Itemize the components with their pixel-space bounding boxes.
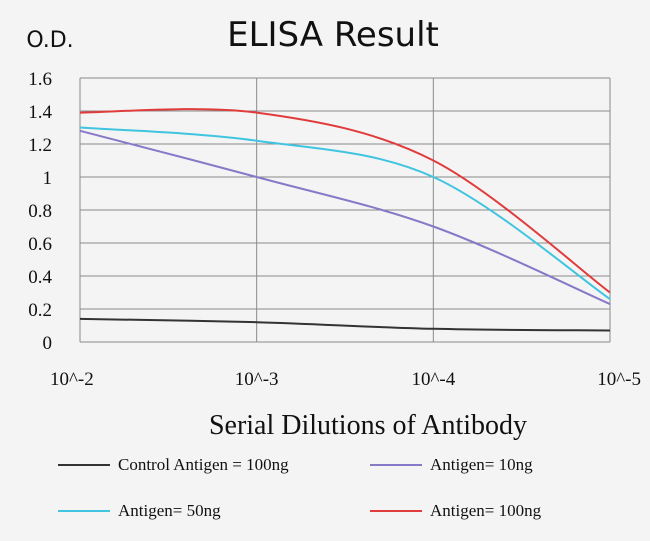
y-tick-labels: 0 0.2 0.4 0.6 0.8 1 1.2 1.4 1.6	[28, 69, 52, 354]
grid-lines	[79, 77, 611, 343]
y-tick-label: 0.4	[28, 267, 52, 288]
x-tick-label: 10^-4	[411, 369, 455, 390]
x-tick-labels: 10^-2 10^-3 10^-4 10^-5	[50, 369, 641, 390]
y-tick-label: 1.4	[28, 102, 52, 123]
series-line-1	[79, 129, 611, 305]
y-axis-label: O.D.	[26, 28, 73, 53]
legend: Control Antigen = 100ng Antigen= 10ng Anti…	[58, 455, 542, 520]
series-line-3	[79, 108, 611, 294]
x-axis-label: Serial Dilutions of Antibody	[209, 410, 527, 441]
y-tick-label: 0.2	[28, 300, 52, 321]
y-tick-label: 0.8	[28, 201, 52, 222]
series-line-2	[79, 126, 611, 300]
legend-label-3: Antigen= 100ng	[430, 501, 542, 520]
y-tick-label: 1.6	[28, 69, 52, 90]
legend-label-1: Antigen= 10ng	[430, 455, 533, 474]
legend-label-0: Control Antigen = 100ng	[118, 455, 289, 474]
series-line-0	[79, 317, 611, 332]
series-lines	[79, 108, 611, 332]
y-tick-label: 0	[43, 333, 53, 354]
y-tick-label: 0.6	[28, 234, 52, 255]
y-tick-label: 1.2	[28, 135, 52, 156]
x-tick-label: 10^-2	[50, 369, 94, 390]
y-tick-label: 1	[43, 168, 53, 189]
x-tick-label: 10^-3	[235, 369, 279, 390]
chart-title: ELISA Result	[227, 15, 439, 55]
legend-label-2: Antigen= 50ng	[118, 501, 221, 520]
x-tick-label: 10^-5	[597, 369, 641, 390]
